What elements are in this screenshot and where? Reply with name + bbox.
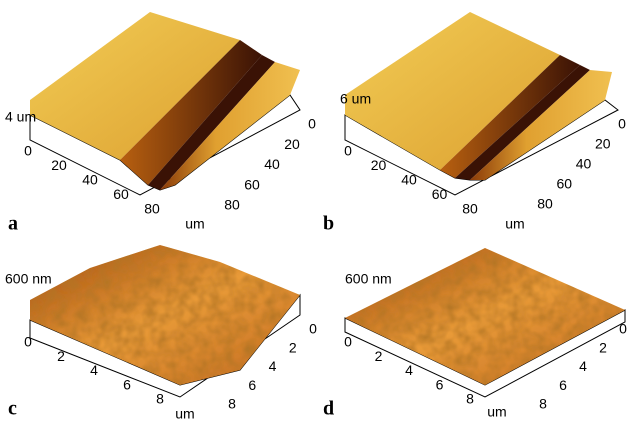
tick-label: 40 bbox=[264, 156, 280, 172]
tick-label: 6 bbox=[123, 376, 131, 392]
tick-label: 0 bbox=[344, 334, 352, 350]
z-axis-label: 4 um bbox=[5, 109, 36, 125]
axis-unit: um bbox=[487, 404, 506, 420]
tick-label: 0 bbox=[309, 321, 317, 337]
tick-label: 20 bbox=[51, 157, 67, 173]
tick-label: 8 bbox=[228, 396, 236, 412]
tick-label: 60 bbox=[244, 176, 260, 192]
panel-letter: a bbox=[8, 213, 18, 235]
tick-label: 60 bbox=[432, 186, 448, 202]
panel-b-surface bbox=[344, 12, 619, 196]
axis-unit: um bbox=[505, 216, 524, 232]
tick-label: 80 bbox=[537, 196, 553, 212]
tick-label: 40 bbox=[401, 172, 417, 188]
axis-unit: um bbox=[175, 406, 194, 422]
panel-letter: c bbox=[8, 398, 17, 420]
tick-label: 8 bbox=[539, 396, 547, 412]
tick-label: 20 bbox=[595, 136, 611, 152]
tick-label: 20 bbox=[371, 157, 387, 173]
panel-letter: d bbox=[323, 398, 334, 420]
tick-label: 60 bbox=[113, 186, 129, 202]
tick-label: 4 bbox=[90, 362, 98, 378]
tick-label: 80 bbox=[462, 201, 478, 217]
tick-label: 6 bbox=[248, 377, 256, 393]
tick-label: 4 bbox=[269, 358, 277, 374]
tick-label: 4 bbox=[579, 358, 587, 374]
tick-label: 0 bbox=[618, 116, 626, 132]
z-axis-label: 600 nm bbox=[345, 271, 392, 287]
axis-unit: um bbox=[185, 216, 204, 232]
tick-label: 8 bbox=[156, 391, 164, 407]
tick-label: 40 bbox=[82, 172, 98, 188]
z-axis-label: 6 um bbox=[340, 91, 371, 107]
tick-label: 2 bbox=[599, 339, 607, 355]
tick-label: 0 bbox=[24, 143, 32, 159]
tick-label: 4 bbox=[405, 362, 413, 378]
tick-label: 2 bbox=[57, 348, 65, 364]
tick-label: 2 bbox=[375, 348, 383, 364]
tick-label: 80 bbox=[144, 201, 160, 217]
tick-label: 40 bbox=[576, 156, 592, 172]
tick-label: 80 bbox=[224, 197, 240, 213]
tick-label: 20 bbox=[284, 136, 300, 152]
tick-label: 0 bbox=[619, 321, 627, 337]
z-axis-label: 600 nm bbox=[5, 271, 52, 287]
panel-d-surface bbox=[344, 248, 626, 398]
panel-c-surface bbox=[29, 245, 301, 398]
tick-label: 60 bbox=[556, 176, 572, 192]
tick-label: 8 bbox=[466, 391, 474, 407]
tick-label: 6 bbox=[436, 376, 444, 392]
tick-label: 6 bbox=[559, 377, 567, 393]
tick-label: 0 bbox=[308, 116, 316, 132]
panel-letter: b bbox=[323, 213, 334, 235]
tick-label: 0 bbox=[24, 334, 32, 350]
panel-a-surface bbox=[29, 12, 301, 196]
tick-label: 0 bbox=[344, 143, 352, 159]
tick-label: 2 bbox=[289, 339, 297, 355]
